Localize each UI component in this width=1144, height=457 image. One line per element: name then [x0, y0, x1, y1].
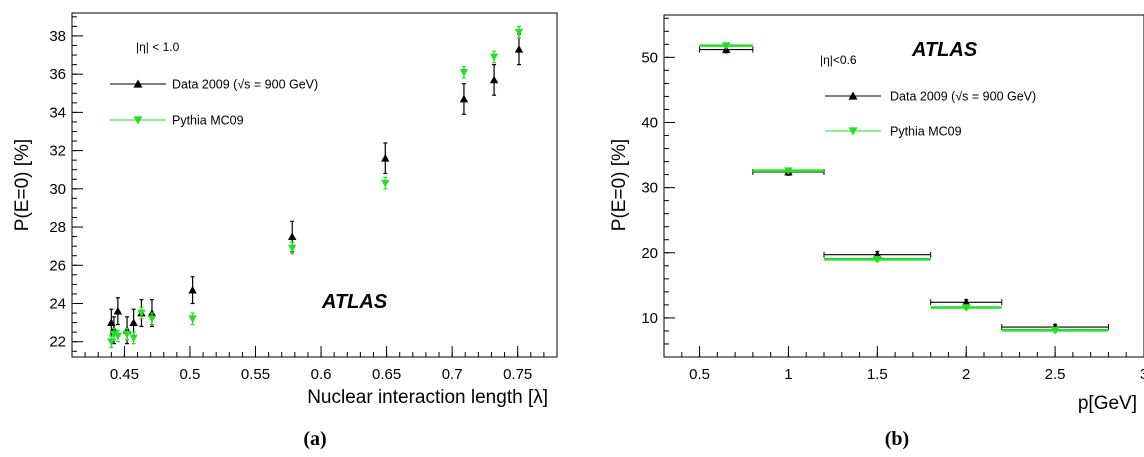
data-point	[722, 42, 731, 50]
x-tick-label: 0.7	[442, 366, 463, 383]
data-point	[147, 315, 157, 323]
data-point	[459, 94, 469, 103]
x-tick-label: 0.65	[372, 366, 401, 383]
legend-entry: Data 2009 (√s = 900 GeV)	[890, 90, 1036, 104]
data-point	[962, 298, 971, 306]
x-tick-label: 2	[962, 366, 970, 383]
series-data-2009	[699, 45, 1109, 331]
data-point	[514, 45, 524, 53]
y-tick-label: 38	[49, 28, 66, 45]
data-point	[288, 244, 297, 253]
data-point	[489, 53, 499, 62]
data-point	[288, 232, 297, 240]
plot-frame	[71, 12, 558, 358]
y-tick-label: 32	[49, 143, 66, 160]
data-point	[784, 167, 793, 175]
data-point	[381, 179, 390, 188]
data-point	[122, 330, 132, 339]
x-tick-label: 3	[1140, 366, 1144, 383]
y-tick-label: 20	[641, 245, 658, 262]
x-tick-label: 0.5	[689, 366, 710, 383]
data-point	[459, 68, 469, 77]
series-pythia-mc09	[699, 42, 1109, 335]
x-tick-label: 0.75	[503, 366, 532, 383]
legend-marker	[848, 91, 858, 100]
legend-marker	[133, 116, 143, 125]
eta-annotation: |η|<0.6	[820, 53, 857, 67]
chart-panel-b: 0.5 1 1.5 2 2.5 3 10 20 30 40 50 p[GeV] P(E=0) [%] (b…	[609, 14, 1144, 450]
x-tick-label: 1	[784, 366, 792, 383]
x-tick-label: 0.5	[180, 366, 201, 383]
data-point	[381, 154, 390, 162]
eta-annotation: |η| < 1.0	[136, 40, 180, 54]
y-tick-label: 36	[49, 66, 66, 83]
y-tick-label: 34	[49, 104, 66, 121]
y-tick-label: 30	[641, 180, 658, 197]
plot-frame	[663, 14, 1144, 358]
data-point	[489, 75, 499, 84]
y-axis-title: P(E=0) [%]	[609, 139, 630, 231]
data-point	[137, 309, 146, 318]
x-axis-title: Nuclear interaction length [λ]	[307, 387, 548, 408]
y-tick-label: 10	[641, 310, 658, 327]
atlas-label: ATLAS	[321, 291, 388, 313]
y-tick-label: 26	[49, 257, 66, 274]
x-axis-title: p[GeV]	[1078, 393, 1137, 414]
x-tick-label: 0.45	[110, 366, 139, 383]
data-point	[188, 315, 197, 323]
data-point	[113, 332, 123, 341]
panel-label: (a)	[303, 428, 326, 450]
legend-entry: Pythia MC09	[172, 114, 244, 128]
y-tick-label: 50	[641, 49, 658, 66]
atlas-label: ATLAS	[911, 39, 978, 61]
data-point	[962, 304, 971, 312]
data-point	[129, 318, 138, 326]
data-point	[1050, 326, 1060, 335]
y-axis-title: P(E=0) [%]	[12, 139, 33, 231]
x-tick-label: 2.5	[1045, 366, 1066, 383]
y-tick-label: 30	[49, 181, 66, 198]
y-tick-label: 24	[49, 295, 66, 312]
y-tick-label: 28	[49, 219, 66, 236]
legend: Data 2009 (√s = 900 GeV) Pythia MC09	[110, 78, 318, 128]
data-point	[129, 334, 138, 343]
chart-panel-a: 0.45 0.5 0.55 0.6 0.65 0.7 0.75 22 24 26 28 30 32 34 3…	[12, 12, 558, 450]
x-tick-label: 0.6	[311, 366, 332, 383]
panel-label: (b)	[885, 428, 909, 450]
x-tick-label: 1.5	[867, 366, 888, 383]
y-tick-label: 40	[641, 114, 658, 131]
x-tick-label: 0.55	[241, 366, 270, 383]
data-point	[514, 28, 524, 37]
legend: Data 2009 (√s = 900 GeV) Pythia MC09	[825, 90, 1036, 139]
data-point	[188, 285, 197, 294]
data-point	[873, 255, 882, 264]
data-point	[113, 306, 123, 315]
legend-marker	[133, 79, 143, 88]
data-point	[109, 330, 119, 339]
legend-entry: Data 2009 (√s = 900 GeV)	[172, 78, 318, 92]
series-pythia-mc09	[107, 25, 524, 349]
y-tick-label: 22	[49, 334, 66, 351]
legend-entry: Pythia MC09	[890, 125, 962, 139]
legend-marker	[848, 127, 858, 136]
